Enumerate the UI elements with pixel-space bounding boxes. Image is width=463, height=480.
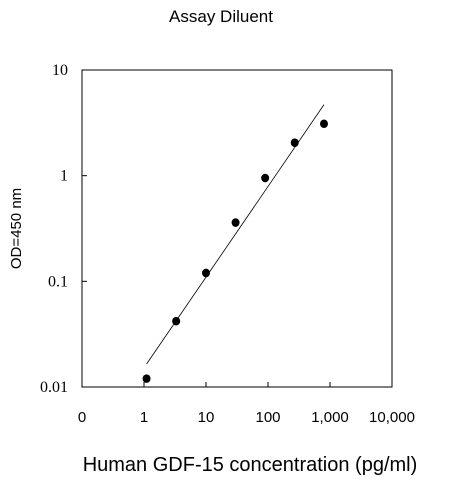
y-tick-label: 1 — [60, 168, 68, 185]
x-tick-label: 1,000 — [311, 409, 349, 426]
data-point — [172, 316, 181, 326]
x-tick-labels: 0 1 10 100 1,000 10,000 — [78, 409, 415, 426]
y-axis-label: OD=450 nm — [8, 188, 25, 269]
y-tick-label: 10 — [52, 62, 68, 79]
chart-title: Assay Diluent — [169, 7, 273, 26]
data-points — [142, 119, 328, 383]
x-tick-label: 1 — [140, 409, 148, 426]
x-tick-label: 100 — [255, 409, 280, 426]
axis-ticks — [81, 69, 393, 388]
y-tick-labels: 0.01 0.1 1 10 — [40, 62, 68, 396]
x-tick-label: 10 — [198, 409, 215, 426]
data-point — [142, 374, 151, 383]
data-point — [261, 173, 270, 183]
y-tick-label: 0.01 — [40, 379, 68, 396]
x-tick-label: 10,000 — [369, 409, 415, 426]
data-point — [290, 138, 299, 148]
y-tick-label: 0.1 — [48, 273, 68, 290]
data-point — [202, 268, 210, 278]
x-tick-label: 0 — [78, 409, 86, 426]
data-point — [231, 218, 240, 227]
data-point — [319, 119, 328, 129]
plot-frame — [81, 69, 393, 388]
x-axis-label: Human GDF-15 concentration (pg/ml) — [83, 454, 418, 476]
